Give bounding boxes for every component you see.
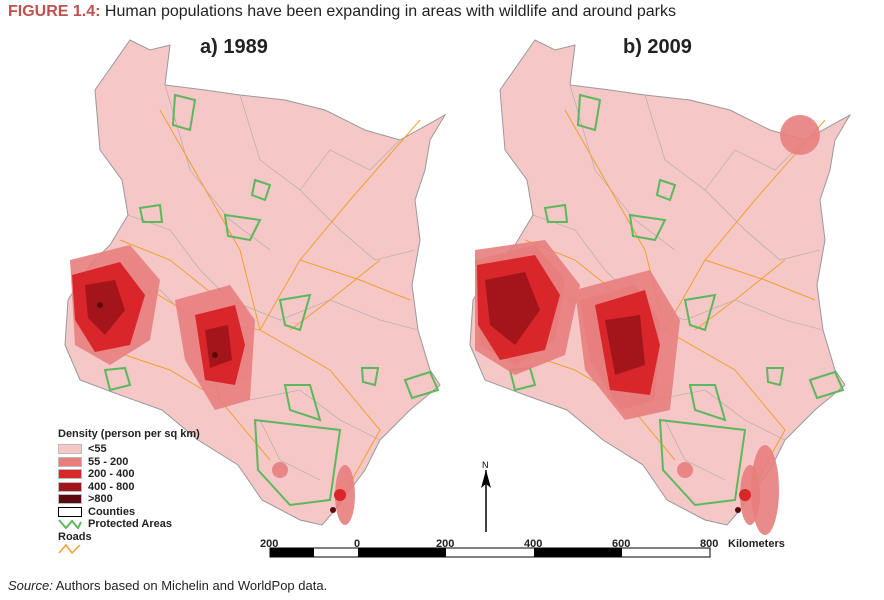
legend: Density (person per sq km) <55 55 - 200 … xyxy=(58,428,200,556)
legend-label: Counties xyxy=(88,505,136,518)
scale-tick-200-left: 200 xyxy=(260,538,279,550)
panel-title-1989: a) 1989 xyxy=(200,36,268,58)
figure-caption: Human populations have been expanding in… xyxy=(100,3,676,20)
swatch-400-800 xyxy=(58,481,82,492)
legend-label: 400 - 800 xyxy=(88,480,135,493)
legend-label: 55 - 200 xyxy=(88,455,129,468)
legend-item: <55 xyxy=(58,443,200,456)
road-icon xyxy=(58,544,81,555)
swatch-counties xyxy=(58,506,82,517)
legend-item xyxy=(58,543,200,556)
panel-title-2009: b) 2009 xyxy=(623,36,692,58)
legend-item: 55 - 200 xyxy=(58,456,200,469)
swatch-200-400 xyxy=(58,469,82,480)
figure-title: FIGURE 1.4: Human populations have been … xyxy=(8,3,676,21)
source-label: Source: xyxy=(8,578,53,593)
legend-item: Protected Areas xyxy=(58,518,200,531)
swatch-lt55 xyxy=(58,444,82,455)
swatch-gt800 xyxy=(58,494,82,505)
legend-item: 400 - 800 xyxy=(58,481,200,494)
north-arrow: N xyxy=(481,460,491,532)
legend-label: >800 xyxy=(88,493,113,506)
legend-label: <55 xyxy=(88,443,107,456)
scale-unit: Kilometers xyxy=(728,538,785,550)
protected-area-icon xyxy=(58,519,82,531)
map-2009 xyxy=(469,39,851,535)
source-text: Authors based on Michelin and WorldPop d… xyxy=(52,578,328,593)
scale-tick-0: 0 xyxy=(354,538,361,550)
scale-tick-600: 600 xyxy=(612,538,631,550)
legend-label: 200 - 400 xyxy=(88,468,135,481)
scale-tick-400: 400 xyxy=(524,538,543,550)
source-note: Source: Authors based on Michelin and Wo… xyxy=(8,578,327,593)
scale-bar xyxy=(269,547,711,558)
legend-label: Roads xyxy=(58,530,92,543)
figure-label: FIGURE 1.4: xyxy=(8,3,101,20)
legend-item: Roads xyxy=(58,531,200,544)
legend-label: Protected Areas xyxy=(88,518,172,531)
legend-item: 200 - 400 xyxy=(58,468,200,481)
scale-tick-800: 800 xyxy=(700,538,719,550)
legend-title: Density (person per sq km) xyxy=(58,428,200,440)
legend-item: >800 xyxy=(58,493,200,506)
legend-item: Counties xyxy=(58,506,200,519)
north-label: N xyxy=(482,460,489,470)
swatch-55-200 xyxy=(58,456,82,467)
density-400-800-growth xyxy=(485,272,645,375)
scale-tick-200: 200 xyxy=(436,538,455,550)
